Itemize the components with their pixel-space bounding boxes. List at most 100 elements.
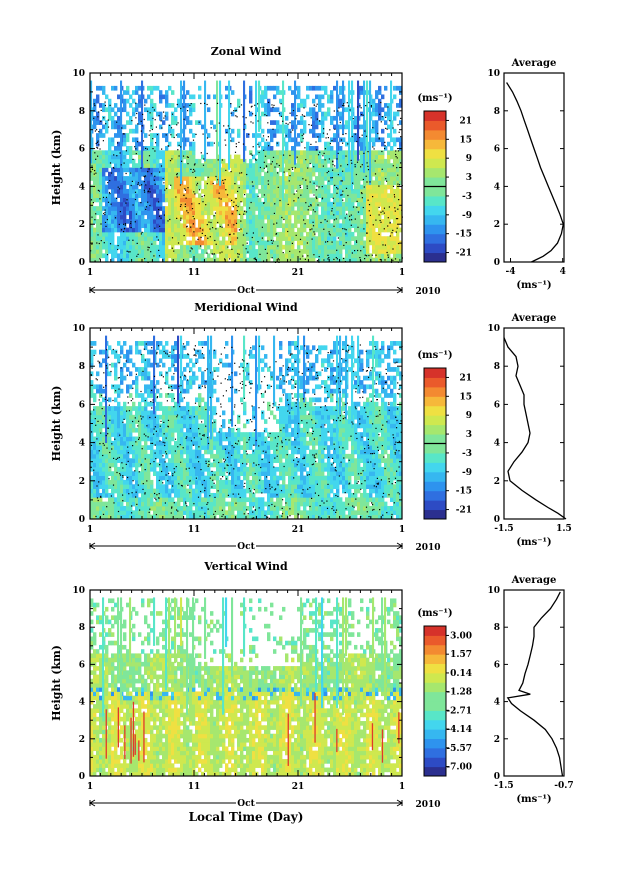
heatmap-cell	[357, 176, 361, 181]
contour-dot	[99, 148, 101, 150]
contour-dot	[363, 228, 365, 230]
heatmap-cell	[267, 111, 271, 117]
heatmap-cell	[90, 388, 94, 394]
heatmap-cell	[198, 231, 202, 237]
heatmap-cell	[387, 244, 391, 250]
heatmap-cell	[234, 223, 238, 229]
heatmap-cell	[309, 146, 313, 151]
heatmap-cell	[135, 410, 139, 416]
contour-dot	[109, 180, 111, 182]
heatmap-cell	[183, 257, 187, 263]
heatmap-cell	[381, 244, 385, 250]
heatmap-cell	[123, 341, 127, 346]
contour-dot	[180, 217, 182, 219]
heatmap-cell	[162, 206, 166, 211]
contour-dot	[214, 212, 217, 214]
heatmap-cell	[312, 107, 316, 113]
heatmap-cell	[120, 453, 124, 459]
heatmap-cell	[207, 219, 211, 224]
contour-dot	[198, 121, 200, 123]
heatmap-cell	[114, 163, 118, 168]
heatmap-cell	[189, 150, 193, 156]
contour-dot	[288, 168, 290, 171]
heatmap-cell	[393, 128, 397, 134]
heatmap-cell	[360, 90, 364, 95]
heatmap-cell	[261, 180, 265, 186]
heatmap-cell	[306, 201, 310, 207]
heatmap-cell	[378, 107, 382, 113]
heatmap-cell	[159, 453, 163, 459]
heatmap-cell	[339, 103, 343, 108]
heatmap-cell	[105, 514, 109, 520]
heatmap-cell	[327, 214, 331, 220]
heatmap-cell	[96, 497, 100, 503]
heatmap-cell	[144, 345, 148, 351]
contour-dot	[227, 194, 229, 196]
contour-dot	[105, 123, 107, 125]
heatmap-cell	[192, 107, 196, 113]
heatmap-cell	[312, 154, 316, 160]
average-title: Average	[511, 58, 557, 69]
heatmap-cell	[117, 514, 121, 520]
heatmap-cell	[165, 349, 169, 355]
heatmap-cell	[363, 227, 367, 233]
heatmap-cell	[348, 249, 352, 254]
heatmap-cell	[363, 249, 367, 254]
contour-dot	[394, 210, 396, 212]
heatmap-cell	[141, 462, 145, 468]
heatmap-cell	[195, 253, 199, 259]
heatmap-cell	[363, 206, 367, 211]
heatmap-cell	[330, 146, 334, 151]
heatmap-cell	[120, 492, 124, 498]
contour-dot	[104, 209, 106, 211]
contour-dot	[337, 237, 339, 239]
contour-dot	[146, 159, 148, 162]
heatmap-cell	[396, 184, 400, 190]
heatmap-cell	[279, 128, 283, 134]
contour-dot	[94, 170, 96, 172]
heatmap-cell	[366, 257, 370, 263]
heatmap-cell	[147, 193, 151, 198]
heatmap-cell	[114, 223, 118, 229]
heatmap-cell	[321, 94, 325, 100]
heatmap-cell	[216, 257, 220, 263]
colorbar-tick-label: 15	[459, 135, 472, 145]
contour-dot	[378, 138, 380, 140]
heatmap-cell	[120, 210, 124, 216]
heatmap-cell	[390, 227, 394, 233]
contour-dot	[341, 194, 343, 196]
heatmap-cell	[390, 137, 394, 143]
heatmap-cell	[159, 180, 163, 186]
heatmap-cell	[204, 236, 208, 241]
heatmap-cell	[105, 158, 109, 164]
contour-dot	[387, 225, 389, 227]
heatmap-cell	[90, 249, 94, 254]
heatmap-cell	[189, 253, 193, 259]
heatmap-cell	[348, 219, 352, 224]
heatmap-cell	[117, 466, 121, 472]
heatmap-cell	[309, 249, 313, 254]
heatmap-cell	[198, 197, 202, 203]
heatmap-cell	[108, 158, 112, 164]
contour-dot	[94, 130, 96, 132]
heatmap-cell	[147, 201, 151, 207]
heatmap-cell	[153, 249, 157, 254]
heatmap-cell	[399, 206, 403, 211]
heatmap-cell	[96, 210, 100, 216]
heatmap-cell	[264, 244, 268, 250]
contour-dot	[154, 119, 156, 121]
contour-dot	[333, 110, 335, 112]
contour-dot	[311, 228, 313, 230]
heatmap-cell	[255, 201, 259, 207]
heatmap-cell	[111, 154, 115, 160]
heatmap-cell	[261, 219, 265, 224]
contour-dot	[370, 106, 372, 108]
heatmap-cell	[150, 436, 154, 442]
contour-dot	[356, 161, 359, 163]
heatmap-cell	[138, 214, 142, 220]
heatmap-cell	[135, 479, 139, 485]
heatmap-cell	[297, 227, 301, 233]
heatmap-cell	[177, 188, 181, 194]
heatmap-cell	[354, 150, 358, 156]
heatmap-cell	[336, 214, 340, 220]
